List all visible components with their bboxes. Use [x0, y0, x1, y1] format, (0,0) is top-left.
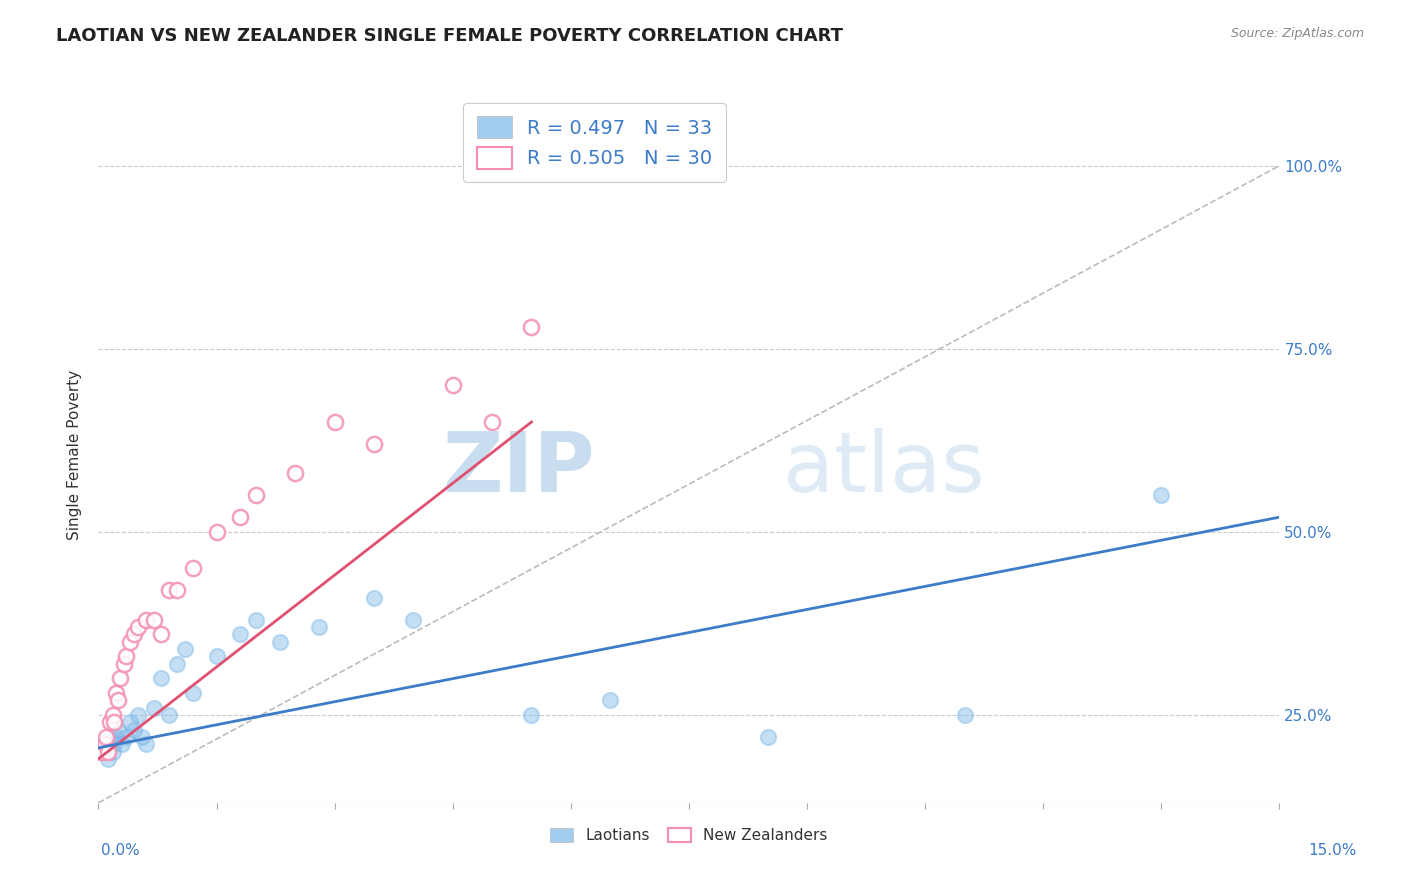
Text: atlas: atlas — [783, 428, 986, 509]
Point — [166, 583, 188, 598]
Point — [269, 634, 291, 648]
Point — [174, 642, 197, 657]
Point — [142, 613, 165, 627]
Point — [441, 378, 464, 392]
Point — [127, 620, 149, 634]
Point — [107, 693, 129, 707]
Point — [520, 319, 543, 334]
Point — [157, 707, 180, 722]
Point — [118, 715, 141, 730]
Text: Source: ZipAtlas.com: Source: ZipAtlas.com — [1230, 27, 1364, 40]
Point — [135, 737, 157, 751]
Point — [284, 467, 307, 481]
Point — [96, 730, 118, 744]
Point — [103, 715, 125, 730]
Text: ZIP: ZIP — [441, 428, 595, 509]
Point — [142, 700, 165, 714]
Point — [1150, 488, 1173, 502]
Point — [91, 745, 114, 759]
Legend: Laotians, New Zealanders: Laotians, New Zealanders — [543, 821, 835, 851]
Y-axis label: Single Female Poverty: Single Female Poverty — [67, 370, 83, 540]
Text: 15.0%: 15.0% — [1309, 843, 1357, 858]
Point — [97, 752, 120, 766]
Point — [308, 620, 330, 634]
Point — [323, 415, 346, 429]
Point — [103, 737, 125, 751]
Point — [104, 730, 127, 744]
Point — [104, 686, 127, 700]
Point — [181, 561, 204, 575]
Point — [110, 671, 132, 685]
Point — [166, 657, 188, 671]
Point — [229, 510, 252, 524]
Point — [402, 613, 425, 627]
Point — [98, 715, 121, 730]
Point — [481, 415, 503, 429]
Point — [150, 671, 173, 685]
Point — [363, 437, 385, 451]
Point — [181, 686, 204, 700]
Point — [122, 627, 145, 641]
Point — [229, 627, 252, 641]
Point — [756, 730, 779, 744]
Point — [112, 657, 135, 671]
Point — [96, 737, 118, 751]
Point — [111, 737, 134, 751]
Point — [91, 745, 114, 759]
Point — [101, 707, 124, 722]
Point — [205, 649, 228, 664]
Point — [599, 693, 621, 707]
Point — [93, 737, 115, 751]
Point — [205, 524, 228, 539]
Point — [245, 613, 267, 627]
Point — [101, 745, 124, 759]
Point — [135, 613, 157, 627]
Point — [115, 730, 138, 744]
Text: 0.0%: 0.0% — [101, 843, 141, 858]
Point — [520, 707, 543, 722]
Point — [98, 730, 121, 744]
Point — [157, 583, 180, 598]
Point — [97, 745, 120, 759]
Point — [150, 627, 173, 641]
Point — [118, 634, 141, 648]
Point — [122, 723, 145, 737]
Point — [363, 591, 385, 605]
Point — [127, 707, 149, 722]
Point — [245, 488, 267, 502]
Point — [107, 723, 129, 737]
Text: LAOTIAN VS NEW ZEALANDER SINGLE FEMALE POVERTY CORRELATION CHART: LAOTIAN VS NEW ZEALANDER SINGLE FEMALE P… — [56, 27, 844, 45]
Point — [115, 649, 138, 664]
Point — [953, 707, 976, 722]
Point — [131, 730, 153, 744]
